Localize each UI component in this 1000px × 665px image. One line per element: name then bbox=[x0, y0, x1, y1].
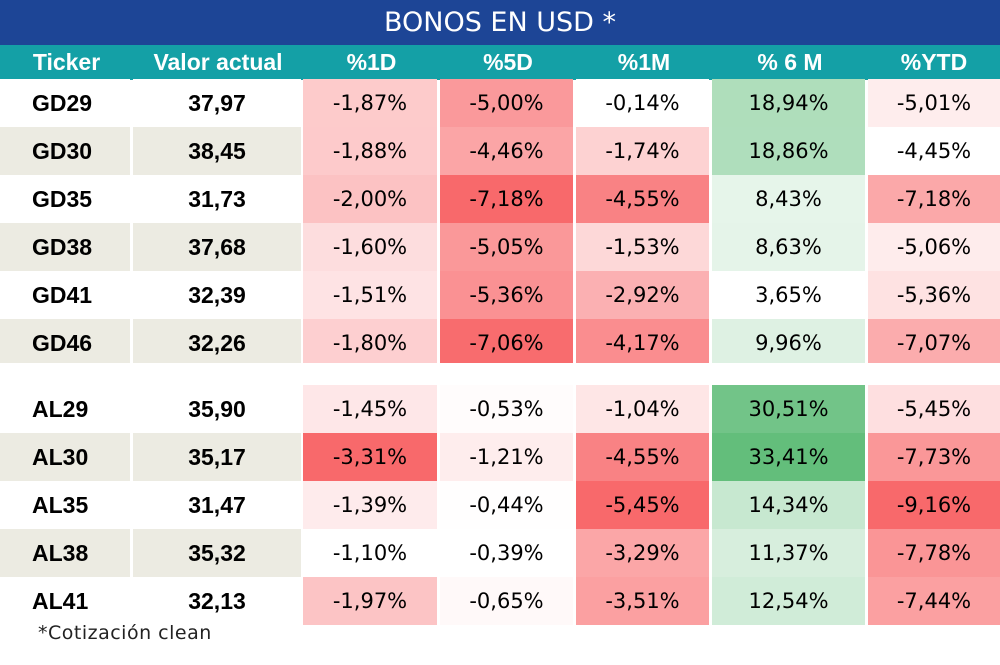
value-cell: 37,97 bbox=[133, 79, 301, 127]
pct-cell-1d: -2,00% bbox=[303, 175, 437, 223]
ticker-cell: GD38 bbox=[0, 223, 130, 271]
pct-cell-1d: -1,10% bbox=[303, 529, 437, 577]
pct-cell-1m: -3,29% bbox=[576, 529, 709, 577]
pct-cell-6m: 33,41% bbox=[712, 433, 865, 481]
pct-cell-1d: -1,60% bbox=[303, 223, 437, 271]
pct-cell-6m: 18,86% bbox=[712, 127, 865, 175]
pct-cell-5d: -1,21% bbox=[440, 433, 573, 481]
pct-cell-1d: -1,88% bbox=[303, 127, 437, 175]
column-header-6: %YTD bbox=[868, 45, 1000, 80]
value-cell: 35,32 bbox=[133, 529, 301, 577]
pct-cell-6m: 3,65% bbox=[712, 271, 865, 319]
ticker-cell: AL38 bbox=[0, 529, 130, 577]
pct-cell-5d: -4,46% bbox=[440, 127, 573, 175]
ticker-cell: AL35 bbox=[0, 481, 130, 529]
pct-cell-5d: -5,00% bbox=[440, 79, 573, 127]
pct-cell-6m: 8,43% bbox=[712, 175, 865, 223]
pct-cell-ytd: -7,07% bbox=[868, 319, 1000, 367]
pct-cell-ytd: -5,06% bbox=[868, 223, 1000, 271]
ticker-cell: GD41 bbox=[0, 271, 130, 319]
pct-cell-5d: -0,65% bbox=[440, 577, 573, 625]
column-header-5: % 6 M bbox=[712, 45, 868, 80]
ticker-cell: AL29 bbox=[0, 385, 130, 433]
pct-cell-6m: 30,51% bbox=[712, 385, 865, 433]
column-header-0: Ticker bbox=[0, 45, 133, 80]
pct-cell-1d: -3,31% bbox=[303, 433, 437, 481]
pct-cell-6m: 9,96% bbox=[712, 319, 865, 367]
pct-cell-ytd: -7,18% bbox=[868, 175, 1000, 223]
table-title: BONOS EN USD * bbox=[0, 0, 1000, 45]
pct-cell-6m: 14,34% bbox=[712, 481, 865, 529]
pct-cell-1d: -1,87% bbox=[303, 79, 437, 127]
pct-cell-5d: -0,44% bbox=[440, 481, 573, 529]
pct-cell-6m: 8,63% bbox=[712, 223, 865, 271]
pct-cell-1d: -1,51% bbox=[303, 271, 437, 319]
pct-cell-ytd: -5,45% bbox=[868, 385, 1000, 433]
ticker-cell: GD30 bbox=[0, 127, 130, 175]
pct-cell-1m: -1,53% bbox=[576, 223, 709, 271]
pct-cell-1m: -1,74% bbox=[576, 127, 709, 175]
pct-cell-5d: -7,18% bbox=[440, 175, 573, 223]
pct-cell-ytd: -7,78% bbox=[868, 529, 1000, 577]
value-cell: 37,68 bbox=[133, 223, 301, 271]
ticker-cell: AL41 bbox=[0, 577, 130, 625]
pct-cell-5d: -0,39% bbox=[440, 529, 573, 577]
pct-cell-6m: 12,54% bbox=[712, 577, 865, 625]
column-header-4: %1M bbox=[576, 45, 712, 80]
pct-cell-1d: -1,80% bbox=[303, 319, 437, 367]
pct-cell-6m: 11,37% bbox=[712, 529, 865, 577]
pct-cell-1d: -1,39% bbox=[303, 481, 437, 529]
column-header-3: %5D bbox=[440, 45, 576, 80]
pct-cell-ytd: -5,01% bbox=[868, 79, 1000, 127]
group-separator bbox=[0, 363, 1000, 385]
pct-cell-ytd: -7,73% bbox=[868, 433, 1000, 481]
column-header-2: %1D bbox=[303, 45, 440, 80]
ticker-cell: GD46 bbox=[0, 319, 130, 367]
pct-cell-6m: 18,94% bbox=[712, 79, 865, 127]
pct-cell-1m: -4,55% bbox=[576, 433, 709, 481]
pct-cell-1m: -1,04% bbox=[576, 385, 709, 433]
pct-cell-ytd: -4,45% bbox=[868, 127, 1000, 175]
ticker-cell: GD29 bbox=[0, 79, 130, 127]
pct-cell-1m: -2,92% bbox=[576, 271, 709, 319]
pct-cell-1m: -3,51% bbox=[576, 577, 709, 625]
value-cell: 32,39 bbox=[133, 271, 301, 319]
value-cell: 32,26 bbox=[133, 319, 301, 367]
ticker-cell: GD35 bbox=[0, 175, 130, 223]
value-cell: 31,73 bbox=[133, 175, 301, 223]
value-cell: 35,90 bbox=[133, 385, 301, 433]
pct-cell-ytd: -9,16% bbox=[868, 481, 1000, 529]
pct-cell-5d: -0,53% bbox=[440, 385, 573, 433]
value-cell: 32,13 bbox=[133, 577, 301, 625]
value-cell: 35,17 bbox=[133, 433, 301, 481]
pct-cell-1m: -0,14% bbox=[576, 79, 709, 127]
pct-cell-5d: -7,06% bbox=[440, 319, 573, 367]
footnote: *Cotización clean bbox=[38, 622, 212, 644]
pct-cell-ytd: -7,44% bbox=[868, 577, 1000, 625]
ticker-cell: AL30 bbox=[0, 433, 130, 481]
value-cell: 31,47 bbox=[133, 481, 301, 529]
pct-cell-1d: -1,97% bbox=[303, 577, 437, 625]
pct-cell-5d: -5,36% bbox=[440, 271, 573, 319]
pct-cell-1m: -4,17% bbox=[576, 319, 709, 367]
pct-cell-1d: -1,45% bbox=[303, 385, 437, 433]
column-header-1: Valor actual bbox=[133, 45, 303, 80]
pct-cell-1m: -5,45% bbox=[576, 481, 709, 529]
pct-cell-1m: -4,55% bbox=[576, 175, 709, 223]
value-cell: 38,45 bbox=[133, 127, 301, 175]
pct-cell-5d: -5,05% bbox=[440, 223, 573, 271]
pct-cell-ytd: -5,36% bbox=[868, 271, 1000, 319]
